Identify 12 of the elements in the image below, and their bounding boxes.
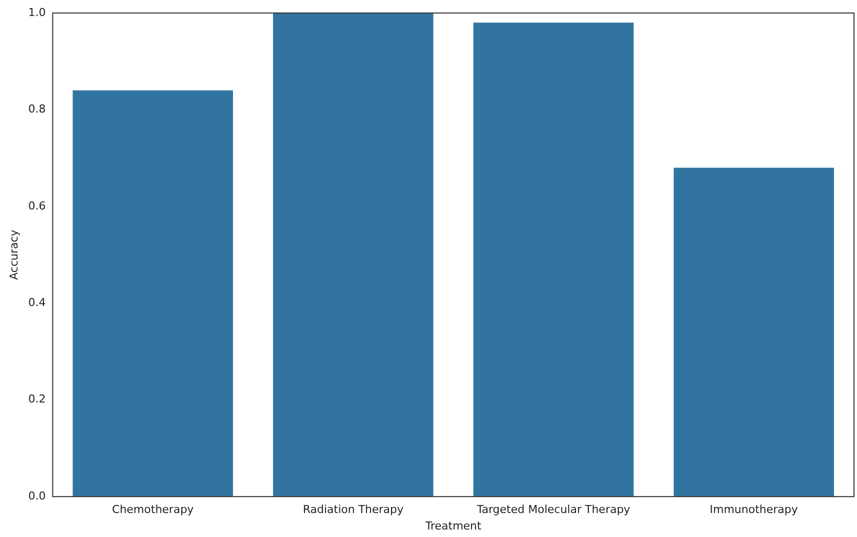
y-tick-label: 0.0 (28, 489, 46, 502)
y-tick-label: 1.0 (28, 6, 46, 19)
y-tick-label: 0.4 (28, 296, 46, 310)
y-axis-title: Accuracy (7, 229, 20, 280)
y-tick-label: 0.8 (28, 102, 46, 116)
x-tick-label: Radiation Therapy (302, 503, 404, 516)
x-tick-label: Chemotherapy (112, 503, 194, 516)
x-tick-label: Targeted Molecular Therapy (476, 503, 631, 516)
y-tick-label: 0.2 (28, 392, 46, 406)
x-tick-label: Immunotherapy (710, 503, 798, 516)
y-tick-label: 0.6 (28, 199, 46, 212)
x-axis-title: Treatment (424, 519, 482, 532)
